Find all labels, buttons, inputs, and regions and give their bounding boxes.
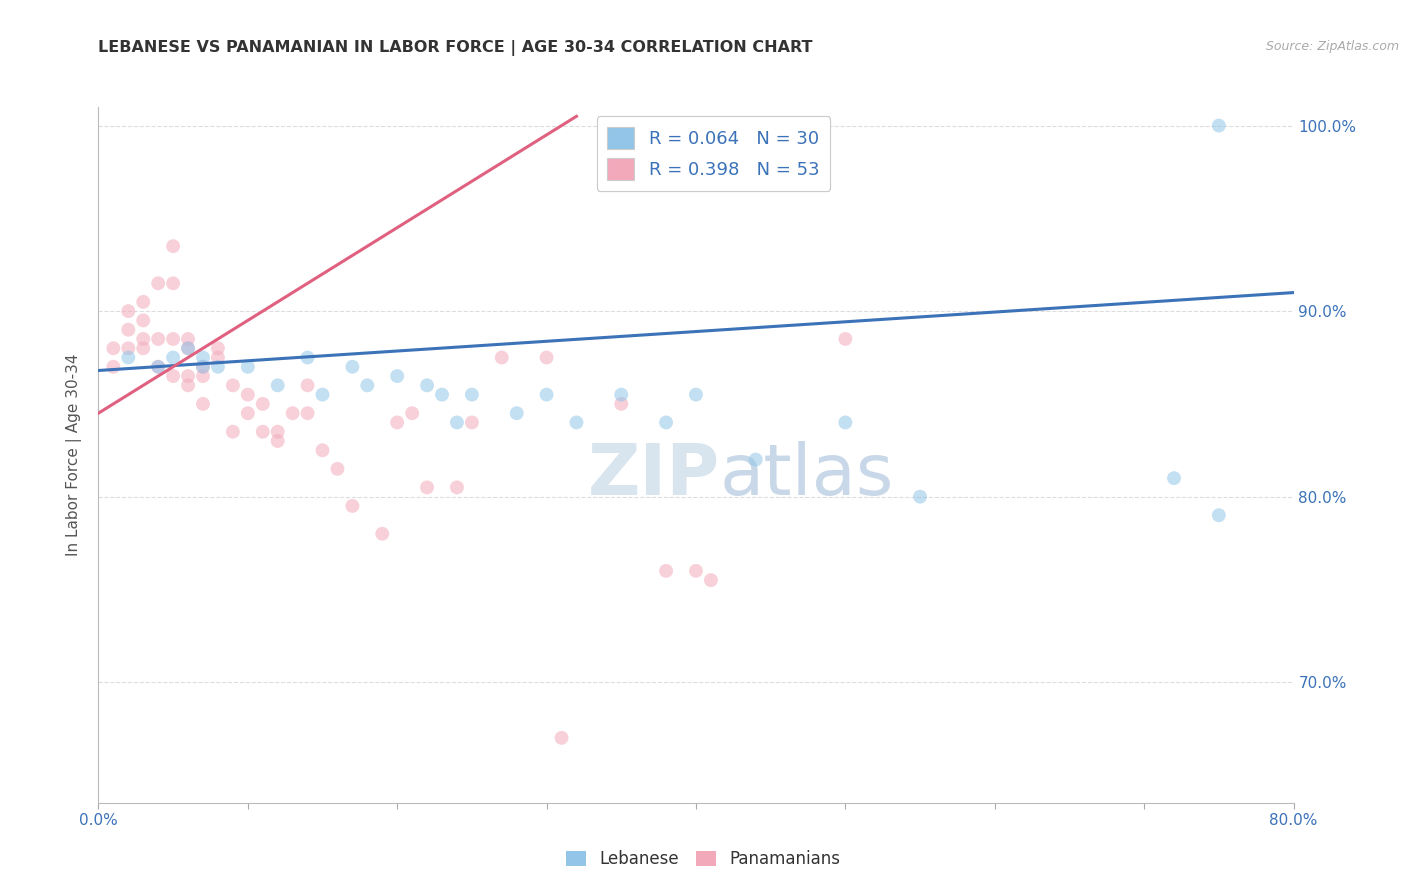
Point	[252, 397, 274, 411]
Point	[177, 341, 200, 355]
Text: LEBANESE VS PANAMANIAN IN LABOR FORCE | AGE 30-34 CORRELATION CHART: LEBANESE VS PANAMANIAN IN LABOR FORCE | …	[98, 40, 813, 56]
Point	[700, 573, 723, 587]
Text: atlas: atlas	[720, 442, 894, 510]
Point	[191, 351, 214, 365]
Point	[536, 351, 558, 365]
Point	[191, 397, 214, 411]
Point	[311, 387, 333, 401]
Point	[416, 480, 439, 494]
Y-axis label: In Labor Force | Age 30-34: In Labor Force | Age 30-34	[66, 353, 83, 557]
Point	[267, 425, 290, 439]
Point	[685, 387, 707, 401]
Point	[1208, 508, 1230, 523]
Point	[222, 425, 245, 439]
Point	[342, 359, 364, 374]
Text: Source: ZipAtlas.com: Source: ZipAtlas.com	[1265, 40, 1399, 54]
Point	[117, 341, 139, 355]
Point	[162, 239, 184, 253]
Point	[401, 406, 423, 420]
Point	[461, 387, 484, 401]
Point	[148, 359, 170, 374]
Point	[207, 359, 229, 374]
Legend: R = 0.064   N = 30, R = 0.398   N = 53: R = 0.064 N = 30, R = 0.398 N = 53	[596, 116, 831, 191]
Point	[446, 480, 468, 494]
Point	[103, 341, 125, 355]
Point	[834, 416, 856, 430]
Point	[267, 378, 290, 392]
Point	[908, 490, 931, 504]
Point	[416, 378, 439, 392]
Point	[610, 387, 633, 401]
Point	[162, 351, 184, 365]
Point	[685, 564, 707, 578]
Point	[207, 341, 229, 355]
Point	[506, 406, 529, 420]
Point	[132, 313, 155, 327]
Point	[117, 323, 139, 337]
Point	[297, 351, 319, 365]
Point	[371, 526, 394, 541]
Point	[834, 332, 856, 346]
Point	[162, 369, 184, 384]
Point	[177, 332, 200, 346]
Point	[132, 341, 155, 355]
Point	[745, 452, 768, 467]
Point	[655, 564, 678, 578]
Point	[191, 359, 214, 374]
Point	[297, 406, 319, 420]
Point	[117, 304, 139, 318]
Point	[446, 416, 468, 430]
Point	[252, 425, 274, 439]
Point	[191, 359, 214, 374]
Point	[385, 416, 409, 430]
Point	[236, 406, 259, 420]
Point	[356, 378, 378, 392]
Point	[132, 294, 155, 309]
Point	[655, 416, 678, 430]
Point	[191, 369, 214, 384]
Point	[342, 499, 364, 513]
Point	[222, 378, 245, 392]
Point	[297, 378, 319, 392]
Point	[177, 378, 200, 392]
Point	[177, 341, 200, 355]
Point	[117, 351, 139, 365]
Legend: Lebanese, Panamanians: Lebanese, Panamanians	[560, 844, 846, 875]
Point	[148, 277, 170, 291]
Point	[430, 387, 453, 401]
Point	[461, 416, 484, 430]
Point	[536, 387, 558, 401]
Point	[1163, 471, 1185, 485]
Point	[610, 397, 633, 411]
Point	[385, 369, 409, 384]
Point	[267, 434, 290, 448]
Point	[326, 462, 349, 476]
Point	[148, 359, 170, 374]
Point	[177, 369, 200, 384]
Point	[311, 443, 333, 458]
Point	[162, 277, 184, 291]
Point	[207, 351, 229, 365]
Point	[162, 332, 184, 346]
Point	[565, 416, 588, 430]
Point	[281, 406, 304, 420]
Point	[550, 731, 572, 745]
Point	[103, 359, 125, 374]
Point	[236, 359, 259, 374]
Point	[236, 387, 259, 401]
Text: ZIP: ZIP	[588, 442, 720, 510]
Point	[132, 332, 155, 346]
Point	[148, 332, 170, 346]
Point	[491, 351, 513, 365]
Point	[1208, 119, 1230, 133]
